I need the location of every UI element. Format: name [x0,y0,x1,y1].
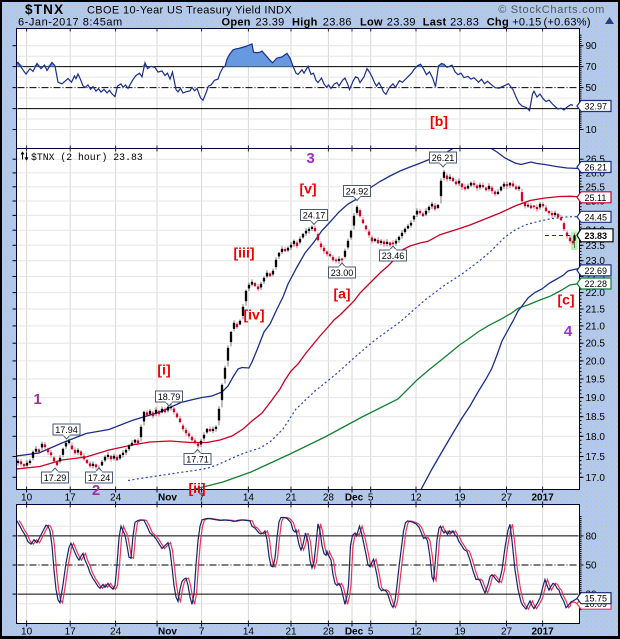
svg-text:[a]: [a] [333,286,350,302]
svg-text:26.0: 26.0 [586,168,606,179]
svg-text:17.94: 17.94 [55,425,78,435]
svg-text:27: 27 [501,493,513,504]
svg-text:12: 12 [410,627,422,638]
svg-text:26.21: 26.21 [432,153,455,163]
svg-text:10: 10 [21,627,33,638]
svg-text:24.17: 24.17 [303,211,326,221]
svg-text:22.28: 22.28 [585,279,608,289]
svg-text:19: 19 [454,493,466,504]
svg-text:26.5: 26.5 [586,155,606,166]
svg-text:Last: Last [423,17,447,29]
svg-text:© StockCharts.com: © StockCharts.com [498,4,605,16]
svg-text:2017: 2017 [531,627,554,638]
svg-text:24: 24 [110,493,122,504]
svg-text:[b]: [b] [430,113,448,129]
svg-text:17.0: 17.0 [586,473,606,484]
svg-text:70: 70 [586,62,598,73]
svg-text:3: 3 [306,150,314,167]
svg-text:17.5: 17.5 [586,452,606,463]
svg-text:25.11: 25.11 [585,193,607,203]
svg-text:Nov: Nov [158,493,177,504]
svg-text:80: 80 [586,531,598,542]
svg-text:20.0: 20.0 [586,356,606,367]
svg-text:32.97: 32.97 [585,102,608,112]
svg-text:[c]: [c] [557,292,574,308]
svg-text:17: 17 [65,627,77,638]
svg-text:12: 12 [410,493,422,504]
svg-text:14: 14 [243,493,255,504]
svg-text:26.21: 26.21 [585,163,608,173]
svg-text:90: 90 [586,41,598,52]
svg-text:10: 10 [21,493,33,504]
svg-text:23.39: 23.39 [387,17,416,29]
svg-text:23.83: 23.83 [450,17,479,29]
svg-text:50: 50 [586,83,598,94]
svg-text:6-Jan-2017 8:45am: 6-Jan-2017 8:45am [18,17,123,29]
svg-text:21.5: 21.5 [586,305,606,316]
svg-text:15.75: 15.75 [585,594,608,604]
svg-text:[ii]: [ii] [188,480,205,496]
svg-text:2017: 2017 [531,493,554,504]
svg-text:18.79: 18.79 [158,392,181,402]
svg-text:Dec: Dec [345,627,364,638]
svg-text:28: 28 [323,493,335,504]
svg-text:24.45: 24.45 [585,212,608,222]
svg-text:18.0: 18.0 [586,432,606,443]
svg-text:17.24: 17.24 [88,473,111,483]
svg-text:23.83: 23.83 [585,231,608,241]
svg-text:7: 7 [199,627,205,638]
svg-text:17.71: 17.71 [186,455,209,465]
svg-text:[v]: [v] [299,181,316,197]
svg-text:23.5: 23.5 [586,241,606,252]
svg-text:(+0.63%): (+0.63%) [544,17,591,29]
svg-text:High: High [292,17,318,29]
svg-text:22.0: 22.0 [586,288,606,299]
svg-text:28: 28 [323,627,335,638]
svg-text:24.92: 24.92 [346,187,369,197]
svg-text:25.5: 25.5 [586,182,606,193]
svg-text:14: 14 [243,627,255,638]
svg-text:24: 24 [110,627,122,638]
svg-text:Low: Low [360,17,383,29]
svg-text:21.0: 21.0 [586,321,606,332]
svg-text:19: 19 [454,627,466,638]
svg-text:CBOE 10-Year US Treasury Yield: CBOE 10-Year US Treasury Yield INDX [87,5,292,17]
svg-text:[iii]: [iii] [234,245,255,261]
svg-text:23.86: 23.86 [323,17,352,29]
svg-text:$TNX: $TNX [25,2,64,17]
svg-text:5: 5 [368,627,374,638]
svg-text:7: 7 [199,493,205,504]
svg-text:Dec: Dec [345,493,364,504]
svg-text:50: 50 [586,561,598,572]
svg-text:19.5: 19.5 [586,375,606,386]
svg-text:10: 10 [586,125,598,136]
svg-text:Open: Open [222,17,251,29]
svg-text:18.5: 18.5 [586,412,606,423]
svg-text:19.0: 19.0 [586,393,606,404]
svg-text:20.5: 20.5 [586,339,606,350]
svg-text:23.39: 23.39 [256,17,285,29]
svg-text:23.46: 23.46 [382,251,405,261]
svg-text:21: 21 [285,493,297,504]
svg-text:4: 4 [564,323,573,340]
svg-text:23.0: 23.0 [586,256,606,267]
svg-text:21: 21 [285,627,297,638]
svg-text:2: 2 [92,482,100,499]
svg-text:[i]: [i] [157,362,170,378]
svg-text:23.00: 23.00 [331,268,354,278]
svg-text:Chg: Chg [487,17,509,29]
svg-text:[iv]: [iv] [244,307,265,323]
svg-text:Nov: Nov [158,627,177,638]
svg-text:$TNX (2 hour) 23.83: $TNX (2 hour) 23.83 [31,152,143,163]
svg-text:27: 27 [501,627,513,638]
svg-text:1: 1 [33,391,41,408]
svg-text:22.69: 22.69 [585,266,608,276]
svg-text:17: 17 [65,493,77,504]
svg-text:17.29: 17.29 [44,473,67,483]
svg-text:5: 5 [368,493,374,504]
svg-text:+0.15: +0.15 [512,17,541,29]
